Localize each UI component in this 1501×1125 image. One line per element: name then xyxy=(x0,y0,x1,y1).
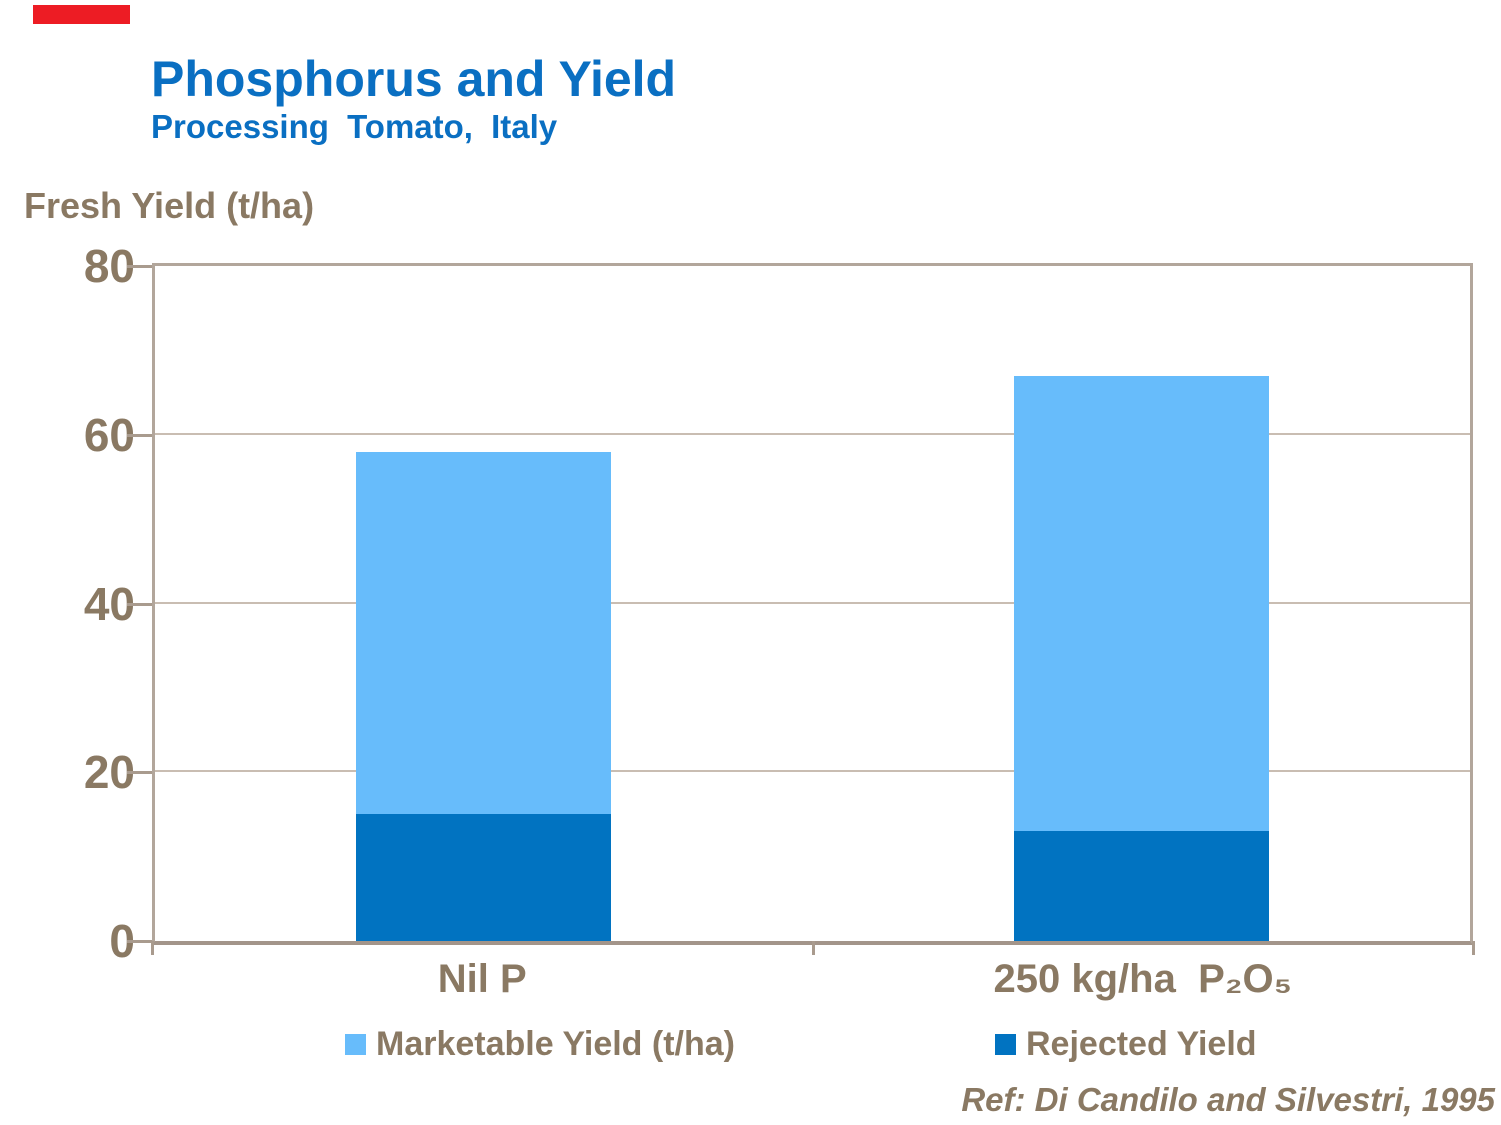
y-tick-mark-20 xyxy=(127,771,152,775)
gridline-40 xyxy=(155,601,1470,604)
legend-item-rejected: Rejected Yield xyxy=(995,1025,1257,1063)
legend-label-0: Marketable Yield (t/ha) xyxy=(376,1025,735,1063)
chart-subtitle: Processing Tomato, Italy xyxy=(151,108,558,145)
y-tick-label-40: 40 xyxy=(83,577,135,630)
legend-swatch-0 xyxy=(345,1034,366,1056)
y-tick-label-0: 0 xyxy=(109,915,135,967)
legend-swatch-1 xyxy=(995,1034,1016,1056)
y-tick-label-80: 80 xyxy=(83,240,135,292)
y-tick-label-20: 20 xyxy=(83,746,135,799)
chart-title: Phosphorus and Yield xyxy=(151,51,677,107)
y-tick-mark-80 xyxy=(127,265,152,268)
gridline-20 xyxy=(155,770,1470,773)
x-axis-label-1: 250 kg/ha P₂O₅ xyxy=(993,957,1292,1001)
reference-text: Ref: Di Candilo and Silvestri, 1995 xyxy=(961,1081,1495,1118)
y-axis-title: Fresh Yield (t/ha) xyxy=(24,185,315,226)
x-tick-mark-1 xyxy=(811,941,815,955)
x-tick-mark-2 xyxy=(1472,941,1475,955)
plot-area xyxy=(152,263,1473,945)
y-tick-mark-60 xyxy=(127,433,152,437)
legend-item-marketable: Marketable Yield (t/ha) xyxy=(345,1025,735,1063)
y-tick-label-60: 60 xyxy=(83,408,135,461)
y-tick-mark-0 xyxy=(127,940,152,943)
gridline-60 xyxy=(155,432,1470,435)
bar-segment-0-rejected xyxy=(356,814,612,941)
bar-segment-1-rejected xyxy=(1013,831,1269,941)
bar-group-1 xyxy=(1013,375,1269,941)
red-accent-bar xyxy=(33,5,130,24)
x-axis-label-0: Nil P xyxy=(437,957,527,1001)
bar-segment-1-marketable xyxy=(1013,375,1269,832)
bar-segment-0-marketable xyxy=(356,451,612,815)
x-axis-labels: Nil P 250 kg/ha P₂O₅ xyxy=(152,957,1473,1007)
y-tick-mark-40 xyxy=(127,602,152,606)
x-tick-mark-0 xyxy=(151,941,154,955)
bar-group-0 xyxy=(356,451,612,941)
y-axis-labels: 0 20 40 60 80 xyxy=(0,240,135,967)
legend-label-1: Rejected Yield xyxy=(1026,1025,1257,1063)
